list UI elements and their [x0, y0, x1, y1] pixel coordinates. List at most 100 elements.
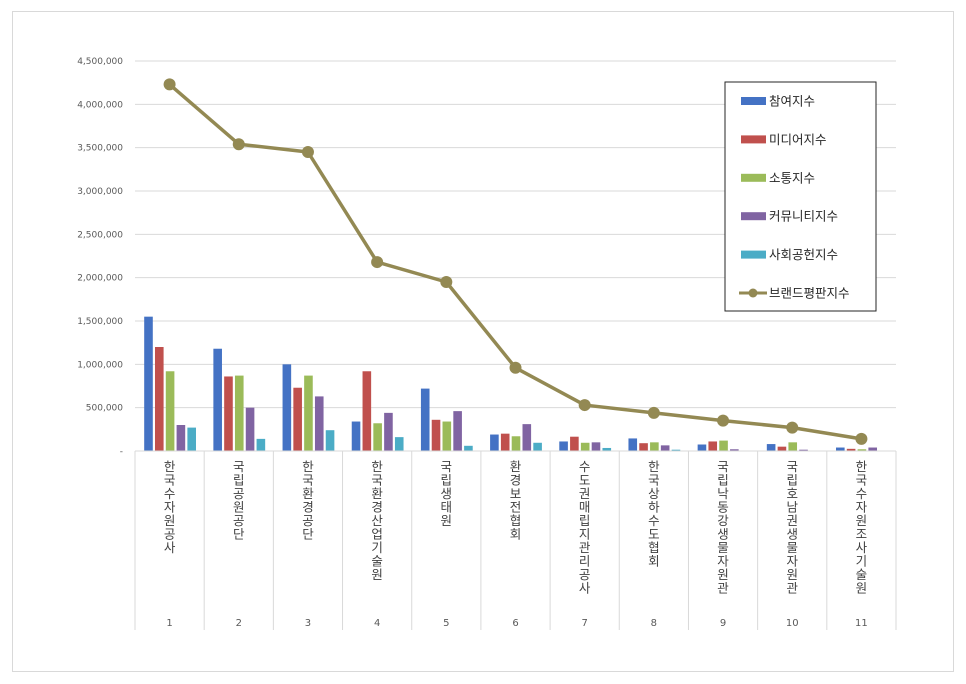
- bar: [602, 447, 612, 451]
- bar: [154, 347, 164, 451]
- line-point: [509, 361, 522, 374]
- bar: [591, 442, 601, 451]
- bar: [490, 434, 499, 451]
- rank-label: 9: [720, 618, 726, 629]
- rank-label: 11: [855, 618, 868, 629]
- bar: [256, 438, 266, 451]
- legend-label: 참여지수: [769, 94, 815, 109]
- y-tick-label: 2,000,000: [77, 274, 123, 284]
- bar: [580, 442, 590, 451]
- bar-marks: [144, 316, 888, 452]
- line-series: [163, 78, 868, 445]
- legend-swatch: [741, 135, 766, 144]
- line-point: [301, 146, 314, 158]
- line-point: [786, 421, 799, 434]
- rank-label: 4: [374, 618, 380, 629]
- line-point: [371, 256, 384, 269]
- bar: [176, 425, 186, 451]
- rank-label: 2: [236, 618, 242, 629]
- line-point: [717, 414, 730, 427]
- bar: [304, 375, 313, 451]
- line-point: [855, 432, 868, 445]
- y-tick-label: 3,000,000: [77, 187, 123, 197]
- line-point: [440, 276, 453, 288]
- bar: [362, 371, 372, 451]
- legend-swatch-marker: [748, 288, 758, 298]
- y-tick-label: 4,500,000: [77, 57, 123, 67]
- bar: [533, 442, 542, 451]
- bar: [650, 442, 659, 451]
- legend-swatch: [741, 212, 766, 221]
- bar: [245, 407, 255, 451]
- bar: [522, 424, 532, 451]
- bar: [187, 427, 196, 451]
- y-tick-label: 1,500,000: [77, 317, 123, 327]
- legend-box: [724, 81, 877, 312]
- bar: [511, 436, 521, 451]
- bar: [234, 375, 244, 451]
- bar: [559, 441, 568, 451]
- legend-label: 미디어지수: [769, 132, 827, 147]
- bar: [282, 364, 292, 451]
- legend-label: 커뮤니티지수: [769, 209, 838, 224]
- bar: [293, 387, 302, 451]
- line-point: [232, 138, 245, 151]
- bar: [500, 433, 510, 451]
- bar: [660, 445, 670, 451]
- y-tick-label: -: [120, 447, 123, 457]
- legend-label: 브랜드평판지수: [769, 286, 850, 301]
- rank-label: 5: [443, 618, 449, 629]
- x-axis: 한 국 수 자 원 공 사 1 국 립 공 원 공 단 2 한 국 환 경 공 단 3 한 국 환 경 산 업 기 술 원 4 국 립 생 태 원 5 환 경…: [134, 450, 897, 630]
- legend-swatch: [741, 250, 766, 259]
- legend-swatch: [741, 173, 766, 182]
- rank-label: 1: [166, 618, 172, 629]
- rank-label: 7: [581, 618, 587, 629]
- y-tick-label: 1,000,000: [77, 360, 123, 370]
- bar: [777, 446, 787, 451]
- bar: [836, 447, 845, 451]
- legend-label: 소통지수: [769, 170, 815, 185]
- bar: [373, 423, 382, 451]
- bar: [570, 436, 579, 451]
- y-tick-label: 4,000,000: [77, 100, 123, 110]
- bar: [628, 438, 638, 451]
- rank-label: 3: [305, 618, 311, 629]
- bar: [394, 437, 404, 451]
- bar: [639, 443, 648, 451]
- bar: [453, 411, 462, 451]
- line-point: [163, 78, 176, 91]
- bar: [351, 421, 361, 451]
- y-axis-tick-labels: - 500,000 1,000,000 1,500,000 2,000,000 2,500…: [77, 57, 123, 457]
- bar: [314, 396, 324, 451]
- y-tick-label: 2,500,000: [77, 230, 123, 240]
- legend-label: 사회공헌지수: [769, 247, 838, 262]
- y-tick-label: 3,500,000: [77, 144, 123, 154]
- bar: [213, 348, 222, 451]
- bar: [868, 447, 878, 451]
- legend-swatch: [741, 97, 766, 105]
- bar: [442, 421, 452, 451]
- bar: [420, 388, 430, 451]
- bar: [697, 444, 707, 451]
- bar: [766, 444, 776, 451]
- bar: [165, 371, 175, 451]
- bar: [431, 419, 441, 451]
- bar: [384, 412, 393, 451]
- rank-label: 10: [786, 618, 799, 629]
- bar: [325, 430, 335, 451]
- bar: [788, 442, 798, 451]
- line-point: [647, 406, 660, 419]
- chart-frame: - 500,000 1,000,000 1,500,000 2,000,000 2,500…: [12, 11, 954, 672]
- bar: [224, 376, 233, 451]
